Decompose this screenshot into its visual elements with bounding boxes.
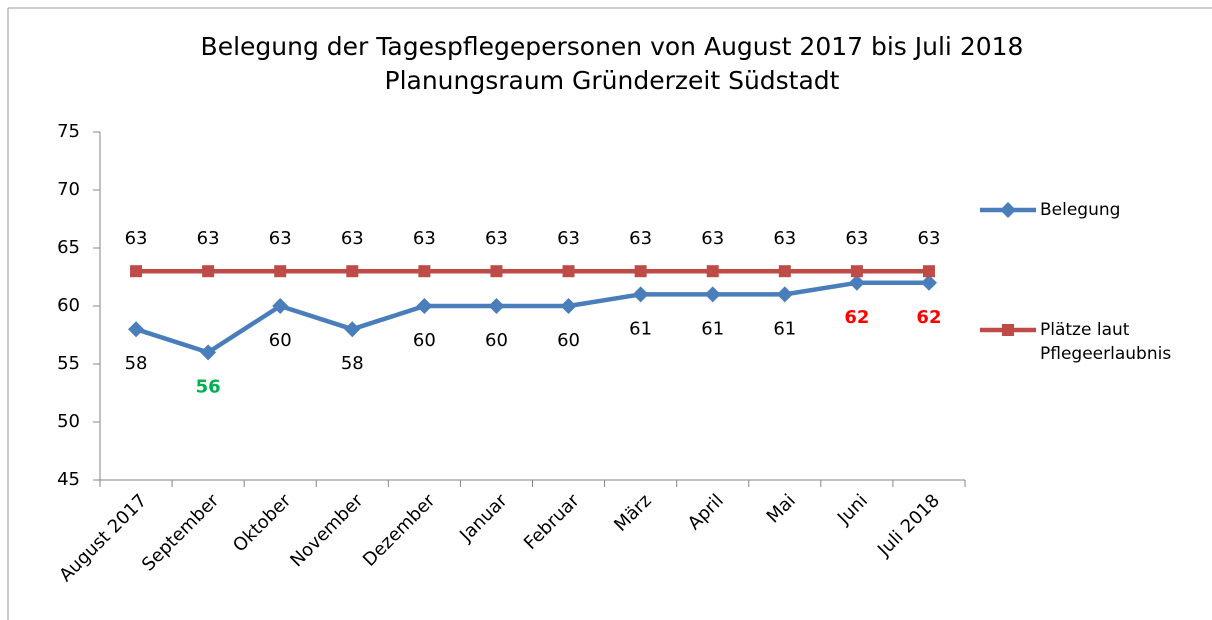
x-tick-label: Mai xyxy=(763,490,800,527)
data-label: 63 xyxy=(197,228,220,249)
data-point xyxy=(920,274,937,291)
data-label: 56 xyxy=(196,376,221,397)
x-tick-label: März xyxy=(610,490,656,536)
data-label: 63 xyxy=(918,228,941,249)
chart-title: Belegung der Tagespflegepersonen von Aug… xyxy=(201,32,1024,61)
data-point xyxy=(634,265,647,278)
data-label: 63 xyxy=(629,228,652,249)
x-tick-label: April xyxy=(684,490,728,534)
legend-label: Plätze laut Pflegeerlaubnis xyxy=(1040,320,1172,364)
data-label: 60 xyxy=(557,330,580,351)
data-point xyxy=(272,298,289,314)
data-label: 60 xyxy=(413,330,436,351)
data-label: 62 xyxy=(844,307,869,328)
data-point xyxy=(200,344,217,361)
legend-label: Belegung xyxy=(1040,200,1121,220)
data-point xyxy=(202,265,215,278)
x-tick-label: Oktober xyxy=(229,490,296,557)
data-label: 63 xyxy=(557,228,580,249)
data-point xyxy=(632,286,649,303)
data-point xyxy=(128,321,145,338)
data-label: 63 xyxy=(125,228,148,249)
data-point xyxy=(130,265,143,278)
data-label: 63 xyxy=(413,228,436,249)
x-tick-label: Januar xyxy=(455,490,512,547)
data-label: 63 xyxy=(485,228,508,249)
x-tick-label: Dezember xyxy=(359,490,440,571)
data-label: 60 xyxy=(269,330,292,351)
data-point xyxy=(562,265,575,278)
data-label: 62 xyxy=(916,307,941,328)
data-point xyxy=(416,298,433,314)
y-tick-label: 65 xyxy=(57,237,80,258)
data-point xyxy=(344,321,361,338)
data-label: 61 xyxy=(701,318,724,339)
x-tick-label: Februar xyxy=(520,490,584,554)
data-point xyxy=(560,298,577,314)
data-point xyxy=(778,265,791,278)
data-point xyxy=(706,265,719,278)
x-tick-label: Juli 2018 xyxy=(873,490,944,561)
data-point xyxy=(850,265,863,278)
data-point xyxy=(490,265,503,278)
data-label: 61 xyxy=(629,318,652,339)
data-point xyxy=(776,286,793,303)
data-label: 60 xyxy=(485,330,508,351)
x-tick-label: September xyxy=(138,490,224,576)
data-point xyxy=(922,265,935,278)
data-point xyxy=(488,298,505,314)
data-label: 63 xyxy=(845,228,868,249)
y-tick-label: 70 xyxy=(57,179,80,200)
x-tick-label: August 2017 xyxy=(55,490,151,586)
data-label: 63 xyxy=(269,228,292,249)
data-point xyxy=(848,274,865,291)
y-tick-label: 45 xyxy=(57,469,80,490)
data-point xyxy=(418,265,431,278)
x-tick-label: November xyxy=(286,490,367,571)
y-tick-label: 55 xyxy=(57,353,80,374)
data-label: 63 xyxy=(341,228,364,249)
data-point xyxy=(274,265,287,278)
data-label: 63 xyxy=(701,228,724,249)
y-tick-label: 60 xyxy=(57,295,80,316)
data-label: 61 xyxy=(773,318,796,339)
data-label: 58 xyxy=(125,353,148,374)
legend-marker xyxy=(1002,324,1014,336)
y-tick-label: 75 xyxy=(57,121,80,142)
data-label: 63 xyxy=(773,228,796,249)
data-point xyxy=(346,265,359,278)
y-tick-label: 50 xyxy=(57,411,80,432)
chart-subtitle: Planungsraum Gründerzeit Südstadt xyxy=(385,66,840,95)
legend-marker xyxy=(1000,202,1016,218)
data-point xyxy=(704,286,721,303)
data-label: 58 xyxy=(341,353,364,374)
series-line xyxy=(135,280,929,355)
x-tick-label: Juni xyxy=(833,490,872,529)
